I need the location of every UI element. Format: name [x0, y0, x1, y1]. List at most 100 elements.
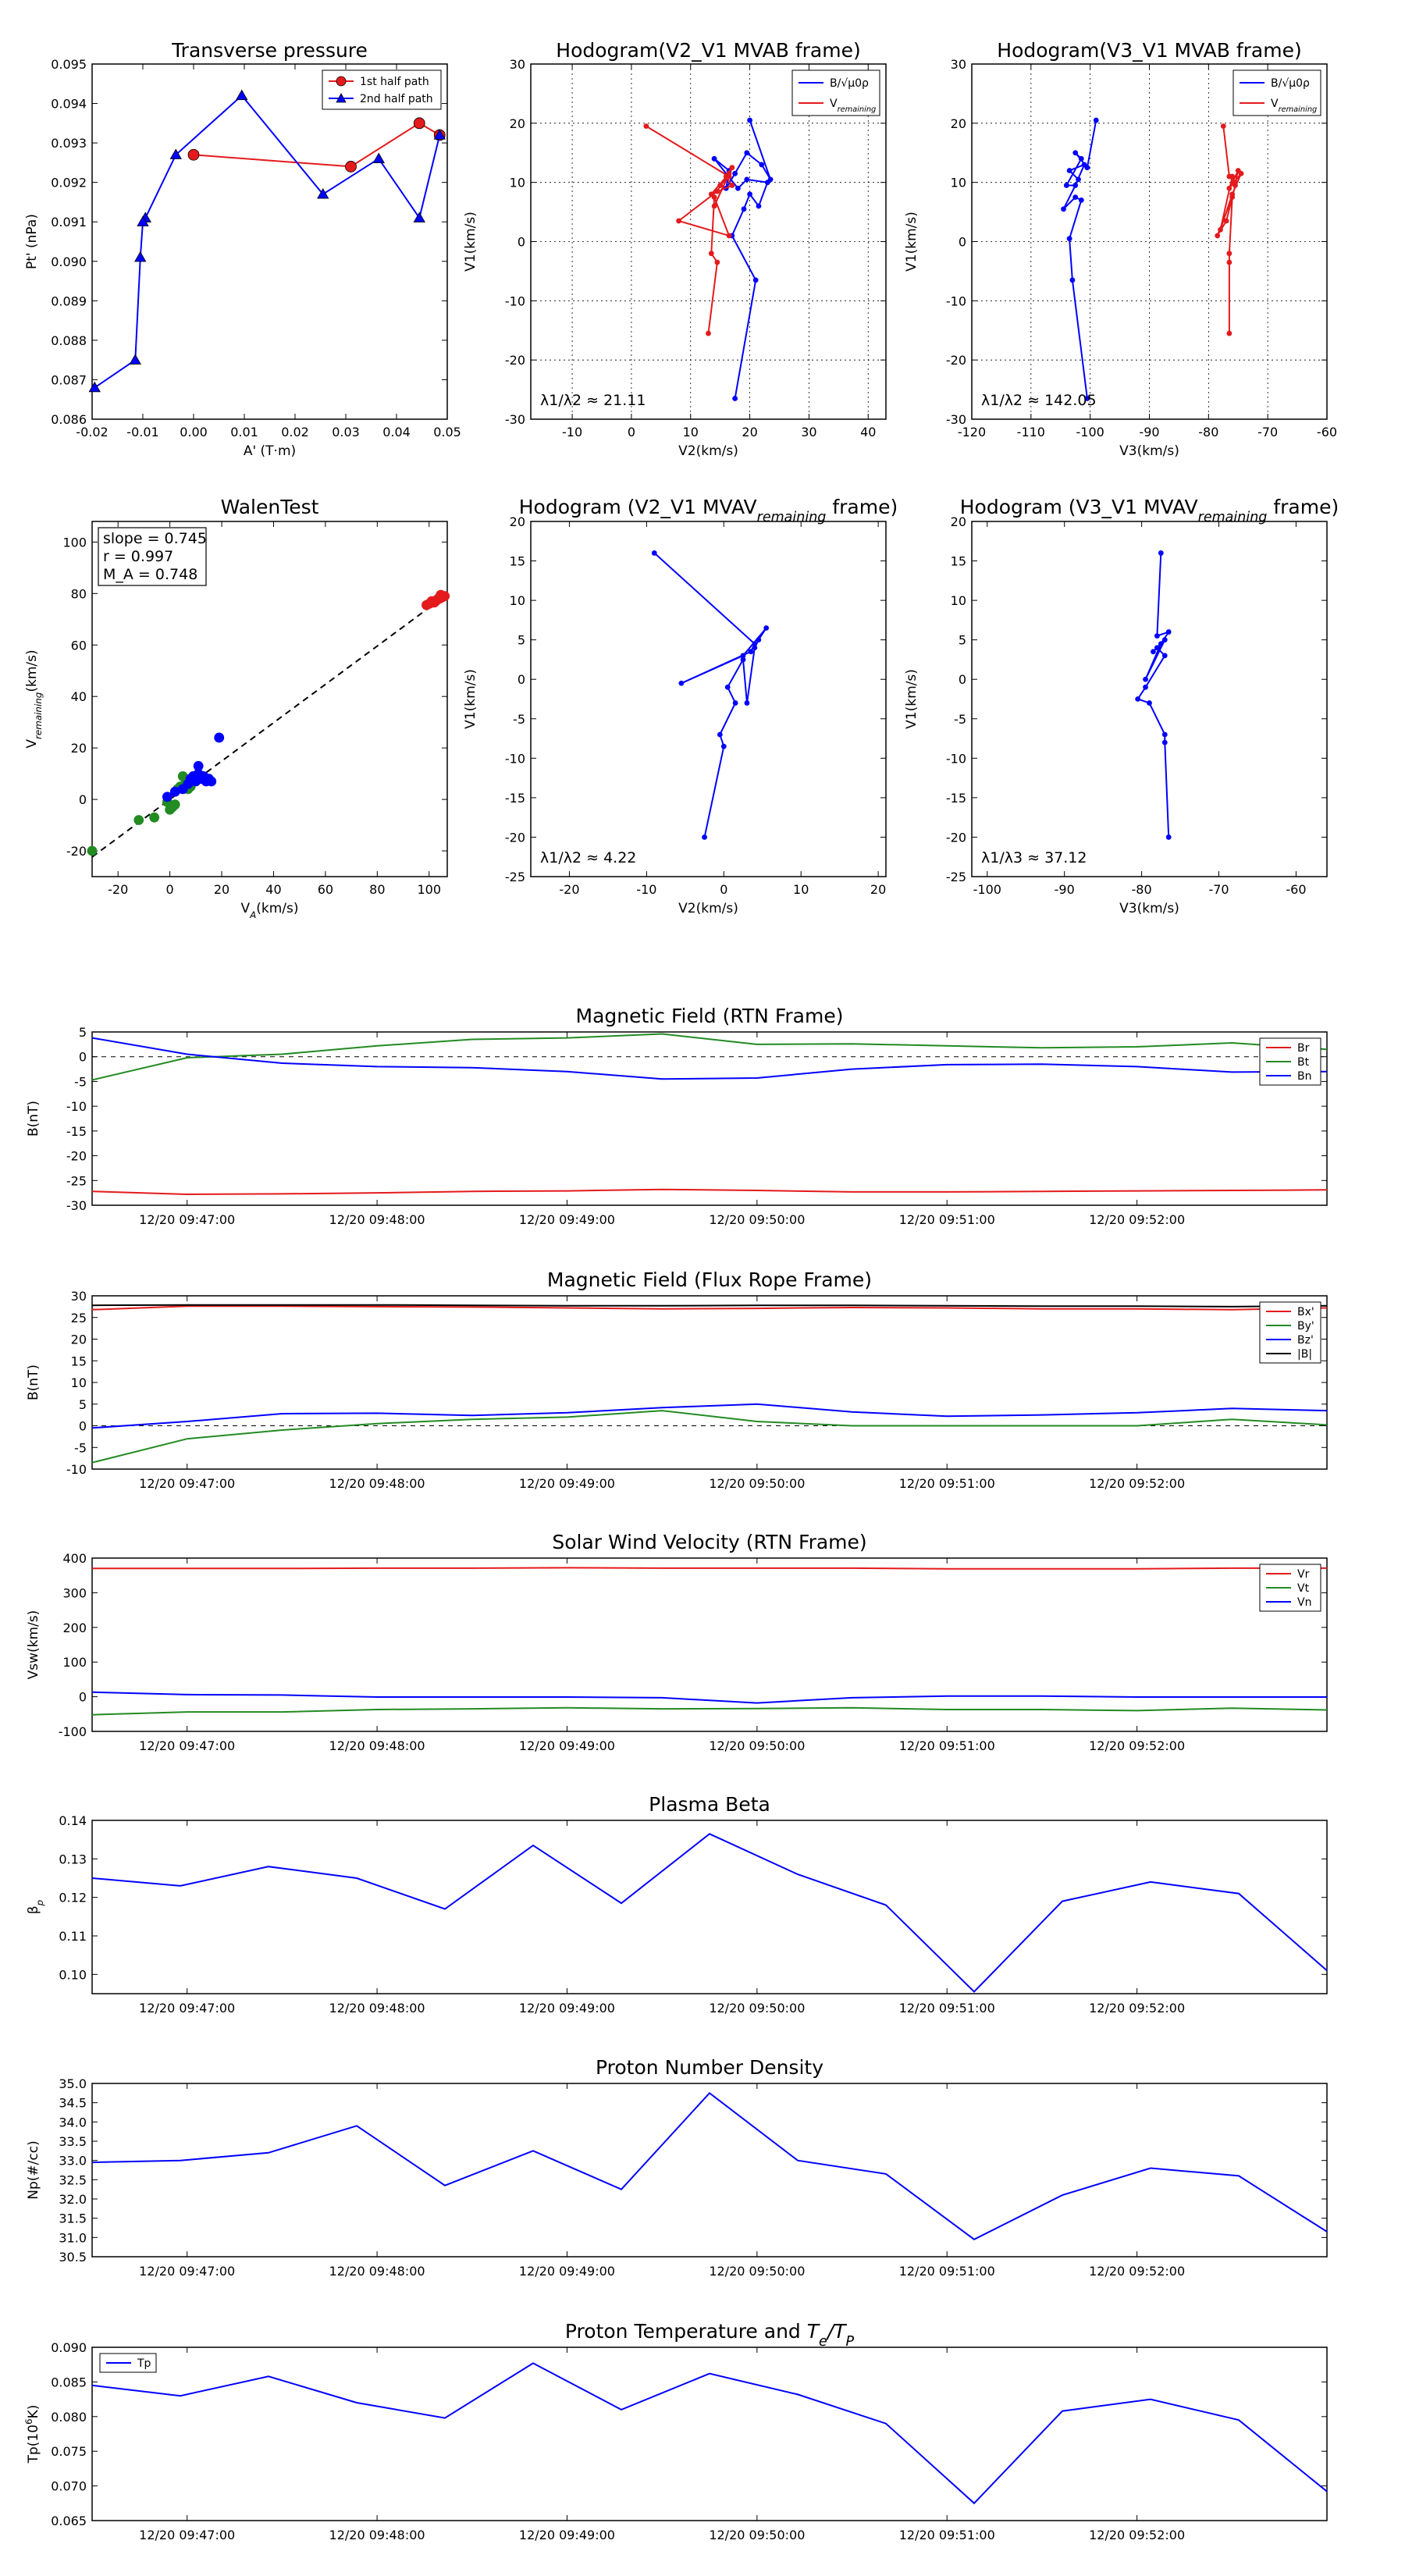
hodo_v2v1_mvab-point	[729, 183, 735, 188]
proton_density-ytick-label: 32.5	[59, 2172, 87, 2187]
transverse_pressure-point	[187, 148, 200, 161]
mag_fluxrope-xtick-label: 12/20 09:52:00	[1089, 1476, 1185, 1491]
hodo_v2v1_mvav-xtick-label: 0	[720, 882, 727, 897]
hodo_v3v1_mvab-xlabel: V3(km/s)	[1119, 443, 1179, 459]
transverse_pressure-ytick-label: 0.090	[51, 254, 87, 269]
plasma_beta-ytick-label: 0.10	[59, 1967, 87, 1982]
sw_velocity-title: Solar Wind Velocity (RTN Frame)	[552, 1531, 866, 1553]
mag_rtn-ytick-label: -15	[66, 1124, 87, 1139]
walen-point-blue	[214, 732, 225, 743]
label-subscript: remaining	[33, 692, 44, 739]
hodo_v3v1_mvab-xtick-label: -70	[1257, 425, 1278, 439]
hodo_v2v1_mvav-panel: Hodogram (V2_V1 MVAVremaining frame) -20 -…	[463, 496, 898, 916]
plasma_beta-ytick-label: 0.13	[59, 1852, 87, 1866]
proton_density-ytick-label: 30.5	[59, 2250, 87, 2265]
hodo_v3v1_mvav-xtick-label: -60	[1286, 882, 1306, 897]
hodo_v3v1_mvab-point	[1076, 176, 1081, 183]
hodo_v2v1_mvab-point	[643, 123, 649, 130]
hodo_v2v1_mvab-legend-label: B/√μ0ρ	[830, 77, 869, 90]
hodo_v2v1_mvab-point	[726, 173, 732, 180]
hodo_v3v1_mvav-point	[1165, 629, 1172, 635]
walen-point-blue	[206, 776, 217, 787]
mag_fluxrope-xtick-label: 12/20 09:50:00	[709, 1476, 805, 1491]
hodo_v3v1_mvav-ytick-label: -10	[946, 751, 966, 766]
walen-point-blue	[193, 760, 204, 771]
proton_density-ytick-label: 31.5	[59, 2211, 87, 2226]
walen-ytick-label: 60	[71, 638, 87, 653]
walen-point-blue	[162, 792, 173, 802]
hodo_v3v1_mvab-legend-label: B/√μ0ρ	[1271, 77, 1310, 90]
ylabel-exponent: 6	[23, 2418, 34, 2425]
transverse_pressure-point	[236, 89, 248, 101]
transverse_pressure-xlabel: A' (T·m)	[244, 443, 296, 459]
transverse_pressure-xtick-label: 0.05	[433, 425, 461, 439]
proton_temp-legend: Tp	[99, 2353, 157, 2373]
proton_density-ytick-label: 34.5	[59, 2096, 87, 2111]
proton_density-xtick-label: 12/20 09:49:00	[519, 2264, 615, 2279]
hodo_v2v1_mvab-point	[732, 396, 738, 401]
hodo_v3v1_mvab-ytick-label: 30	[951, 57, 966, 72]
hodo_v3v1_mvab-point	[1220, 123, 1226, 130]
hodo_v2v1_mvav-xlabel: V2(km/s)	[678, 901, 738, 916]
hodo_v2v1_mvab-point	[708, 251, 714, 257]
transverse_pressure-xtick-label: 0.03	[332, 425, 360, 439]
hodo_v2v1_mvab-point	[711, 203, 717, 209]
label-rest: (km/s)	[24, 649, 40, 692]
proton_density-ytick-label: 35.0	[59, 2076, 87, 2091]
mag_fluxrope-legend-label: By'	[1297, 1320, 1314, 1332]
mag_rtn-ytick-label: -5	[74, 1074, 87, 1089]
transverse_pressure-panel: Transverse pressure -0.02 -0.01 0.00 0.01 0.0…	[24, 39, 461, 459]
mag_rtn-xtick-label: 12/20 09:47:00	[139, 1212, 235, 1227]
mag_fluxrope-ytick-label: 30	[71, 1289, 87, 1304]
hodo_v2v1_mvab-point	[714, 259, 720, 265]
walen-xtick-label: -20	[108, 882, 128, 897]
transverse_pressure-legend-label: 2nd half path	[360, 93, 433, 105]
transverse_pressure-legend-marker	[336, 93, 347, 103]
mag_rtn-xtick-label: 12/20 09:50:00	[709, 1212, 805, 1227]
walen-ytick-label: 0	[79, 792, 87, 807]
title-main: Proton Temperature and	[565, 2320, 807, 2343]
hodo_v2v1_mvab-panel: Hodogram(V2_V1 MVAB frame) -10 0 10 20 30 40 -3…	[463, 39, 887, 459]
sw_velocity-xtick-label: 12/20 09:49:00	[519, 1738, 615, 1753]
hodo_v3v1_mvab-point	[1078, 197, 1084, 203]
sw_velocity-ytick-label: 200	[62, 1621, 87, 1635]
mag_fluxrope-ytick-label: 20	[71, 1332, 87, 1347]
mag_rtn-xtick-label: 12/20 09:48:00	[329, 1212, 425, 1227]
hodo_v3v1_mvab-point	[1226, 185, 1232, 191]
proton_temp-ytick-label: 0.075	[51, 2444, 87, 2459]
proton_temp-ytick-label: 0.070	[51, 2479, 87, 2494]
hodo_v3v1_mvav-ytick-label: 20	[951, 514, 966, 529]
mag_fluxrope-xtick-label: 12/20 09:47:00	[139, 1476, 235, 1491]
title-tp: /T	[826, 2320, 847, 2343]
hodo_v3v1_mvab-ytick-label: -20	[946, 353, 966, 368]
plasma_beta-panel: Plasma Beta 0.10 0.11 0.12 0.13 0.14 12/20 09:…	[26, 1793, 1328, 2016]
hodo_v2v1_mvab-ytick-label: 0	[518, 235, 525, 250]
hodo_v2v1_mvav-xtick-label: 10	[793, 882, 809, 897]
hodo_v3v1_mvab-point	[1072, 183, 1079, 188]
label-rest: frame)	[1267, 496, 1339, 518]
transverse_pressure-point	[372, 152, 385, 163]
proton_density-panel: Proton Number Density 30.5 31.0 31.5 32.0 32.…	[26, 2056, 1328, 2279]
hodo_v2v1_mvav-point	[702, 834, 707, 840]
hodo_v2v1_mvav-point	[651, 550, 657, 556]
hodo_v3v1_mvab-ytick-label: 0	[959, 235, 966, 250]
ylabel-unit: K)	[26, 2405, 41, 2419]
label-main: β	[26, 1905, 41, 1914]
hodo_v3v1_mvab-point	[1084, 165, 1090, 171]
sw_velocity-series-Vn	[91, 1691, 1327, 1704]
walen-xlabel: VA(km/s)	[240, 901, 298, 920]
walen-xtick-label: 0	[166, 882, 174, 897]
mag_fluxrope-xtick-label: 12/20 09:49:00	[519, 1476, 615, 1491]
hodo_v2v1_mvab-ylabel: V1(km/s)	[463, 212, 478, 272]
title-te: T	[807, 2320, 820, 2343]
hodo_v3v1_mvab-point	[1215, 233, 1221, 239]
hodo_v3v1_mvav-point	[1161, 739, 1168, 745]
hodo_v2v1_mvav-xtick-label: -10	[636, 882, 656, 897]
hodo_v2v1_mvab-point	[714, 188, 720, 194]
hodo_v3v1_mvab-xtick-label: -80	[1198, 425, 1218, 439]
hodo_v3v1_mvab-panel: Hodogram(V3_V1 MVAB frame)-120 -110 -100 -9…	[904, 39, 1337, 459]
hodo_v3v1_mvab-xtick-label: -120	[958, 425, 986, 439]
